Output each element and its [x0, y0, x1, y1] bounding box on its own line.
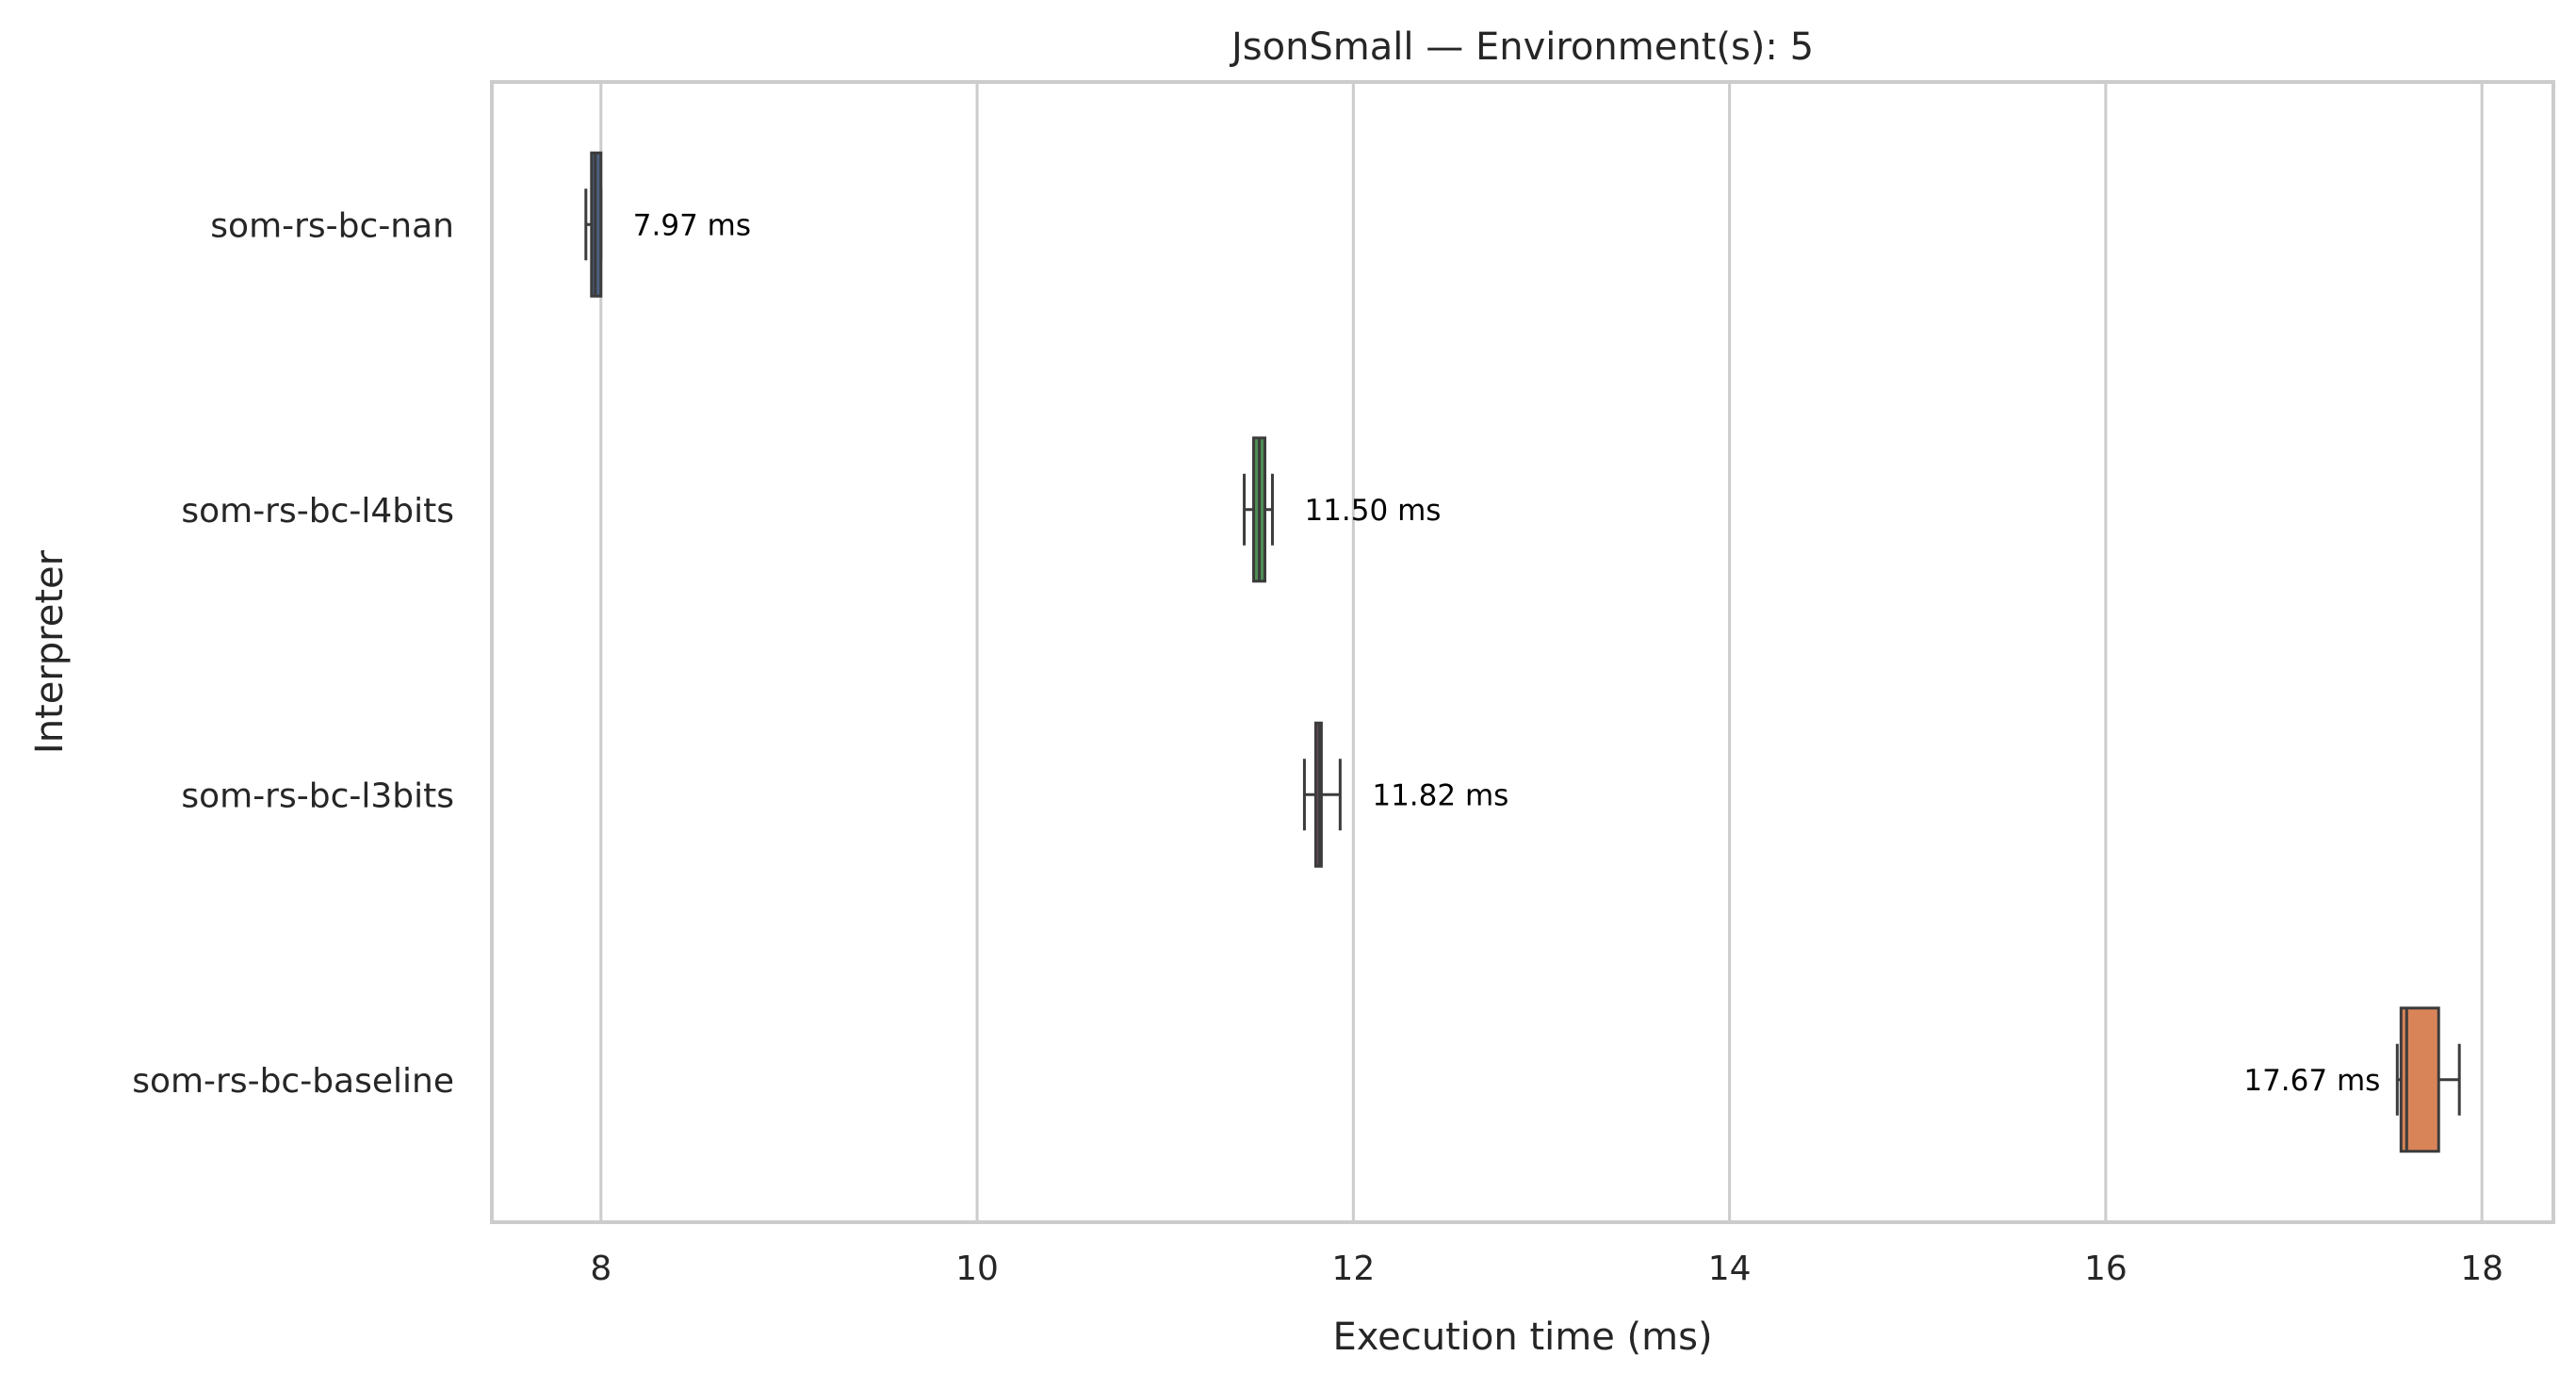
x-tick-label: 12 — [1331, 1250, 1375, 1288]
y-tick-label: som-rs-bc-baseline — [132, 1062, 454, 1101]
x-tick-labels: 8 10 12 14 16 18 — [590, 1250, 2503, 1288]
box-plot: 11.50 ms — [1243, 436, 1441, 583]
y-tick-labels: som-rs-bc-nan som-rs-bc-l4bits som-rs-bc-l… — [132, 206, 454, 1101]
y-tick-label: som-rs-bc-nan — [210, 206, 454, 245]
median-label: 11.50 ms — [1304, 494, 1441, 528]
median-label: 17.67 ms — [2243, 1064, 2380, 1098]
y-tick-label: som-rs-bc-l4bits — [181, 492, 454, 531]
x-axis-label: Execution time (ms) — [1332, 1315, 1712, 1359]
box-plot: 7.97 ms — [584, 151, 751, 298]
x-tick-label: 8 — [590, 1250, 611, 1288]
x-tick-label: 18 — [2460, 1250, 2503, 1288]
y-tick-label: som-rs-bc-l3bits — [181, 776, 454, 815]
plot-frame — [490, 80, 2555, 1224]
x-tick-label: 10 — [955, 1250, 999, 1288]
box-plot: 17.67 ms — [2243, 1006, 2461, 1153]
grid-lines — [599, 82, 2484, 1222]
x-tick-label: 14 — [1708, 1250, 1752, 1288]
box-plot: 11.82 ms — [1302, 721, 1508, 868]
x-tick-label: 16 — [2084, 1250, 2128, 1288]
chart-title: JsonSmall — Environment(s): 5 — [1229, 25, 1814, 69]
median-label: 7.97 ms — [633, 208, 751, 242]
box-plots: 7.97 ms 11.50 ms 11.82 ms 17.67 ms — [584, 151, 2461, 1153]
median-label: 11.82 ms — [1372, 778, 1508, 812]
y-axis-label: Interpreter — [28, 549, 72, 754]
